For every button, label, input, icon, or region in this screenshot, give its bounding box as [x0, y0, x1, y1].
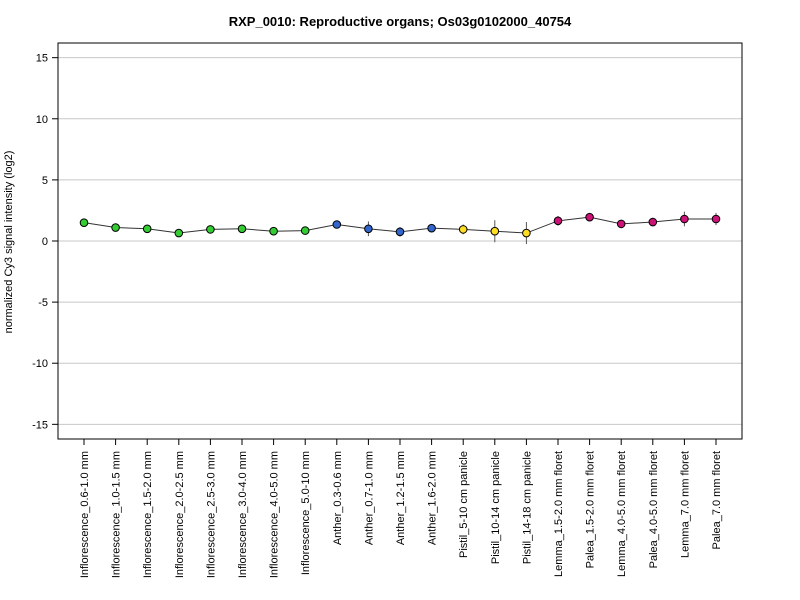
x-tick-label: Pistil_14-18 cm panicle [521, 451, 533, 564]
x-tick-label: Palea_4.0-5.0 mm floret [648, 451, 660, 568]
y-tick-label: -5 [38, 297, 48, 309]
y-tick-label: -15 [32, 419, 48, 431]
data-point [553, 216, 563, 226]
y-tick-label: 10 [36, 114, 48, 126]
chart-title: RXP_0010: Reproductive organs; Os03g0102… [229, 14, 572, 29]
data-points [79, 212, 721, 238]
x-axis: Inflorescence_0.6-1.0 mm Inflorescence_1.… [79, 439, 723, 578]
x-tick-label: Inflorescence_1.5-2.0 mm [142, 451, 154, 578]
grid-layer [58, 57, 742, 425]
data-point [395, 227, 405, 237]
data-point [427, 223, 436, 233]
data-point [142, 224, 152, 234]
y-tick-label: 0 [42, 236, 48, 248]
x-tick-label: Inflorescence_1.0-1.5 mm [111, 451, 123, 578]
y-tick-label: -10 [32, 358, 48, 370]
data-point [490, 226, 500, 236]
data-point [237, 224, 247, 234]
x-tick-label: Pistil_10-14 cm panicle [490, 451, 502, 564]
data-point [79, 218, 89, 227]
y-axis-label: normalized Cy3 signal intensity (log2) [3, 151, 15, 334]
data-point [585, 212, 594, 222]
data-point [616, 219, 626, 229]
x-tick-label: Lemma_7.0 mm floret [679, 451, 691, 558]
x-tick-label: Anther_1.2-1.5 mm [395, 451, 407, 545]
data-point [269, 226, 278, 236]
data-point [458, 225, 468, 234]
data-point [332, 220, 342, 229]
x-tick-label: Anther_0.3-0.6 mm [332, 451, 344, 545]
x-tick-label: Inflorescence_5.0-10 mm [300, 451, 312, 575]
data-point [648, 217, 658, 227]
x-tick-label: Inflorescence_3.0-4.0 mm [237, 451, 249, 578]
x-tick-label: Inflorescence_0.6-1.0 mm [79, 451, 91, 578]
data-point [300, 226, 310, 235]
x-tick-label: Inflorescence_4.0-5.0 mm [269, 451, 281, 578]
data-point [364, 224, 373, 234]
x-tick-label: Lemma_1.5-2.0 mm floret [553, 451, 565, 577]
data-point [522, 228, 531, 238]
y-tick-label: 15 [36, 53, 48, 65]
x-tick-label: Palea_7.0 mm floret [711, 451, 723, 549]
x-tick-label: Pistil_5-10 cm panicle [458, 451, 470, 558]
data-point [711, 214, 721, 224]
y-tick-label: 5 [42, 175, 48, 187]
x-tick-label: Inflorescence_2.5-3.0 mm [205, 451, 217, 578]
x-tick-label: Inflorescence_2.0-2.5 mm [174, 451, 186, 578]
data-point [174, 228, 184, 238]
x-tick-label: Anther_0.7-1.0 mm [363, 451, 375, 545]
y-axis: -15 -10 -5 0 5 10 15 [32, 53, 58, 431]
x-tick-label: Lemma_4.0-5.0 mm floret [616, 451, 628, 577]
data-point [206, 225, 215, 234]
data-point [111, 223, 120, 232]
x-tick-label: Anther_1.6-2.0 mm [427, 451, 439, 545]
data-point [680, 214, 689, 224]
x-tick-label: Palea_1.5-2.0 mm floret [585, 451, 597, 568]
